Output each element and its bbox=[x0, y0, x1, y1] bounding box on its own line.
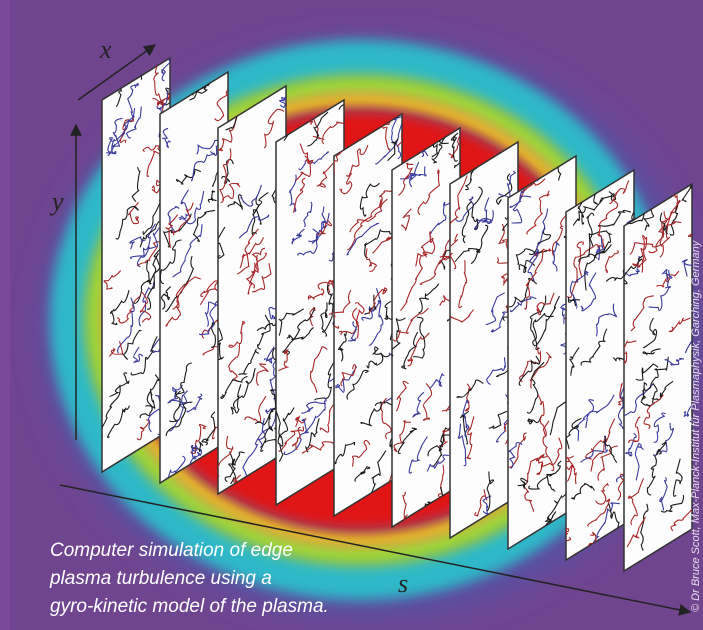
caption-line: gyro-kinetic model of the plasma. bbox=[50, 596, 329, 617]
x-label: x bbox=[99, 35, 112, 64]
y-label: y bbox=[49, 187, 64, 216]
page: {"labels": {"x": "x", "y": "y", "s": "s"… bbox=[0, 0, 703, 630]
caption-line: Computer simulation of edge bbox=[50, 540, 293, 561]
illustration: x y s Computer simulation of edge plasma… bbox=[0, 0, 703, 630]
caption-line: plasma turbulence using a bbox=[49, 568, 272, 589]
photo-credit: © Dr Bruce Scott, Max-Planck-Institut fü… bbox=[690, 239, 702, 612]
s-label: s bbox=[398, 569, 408, 598]
